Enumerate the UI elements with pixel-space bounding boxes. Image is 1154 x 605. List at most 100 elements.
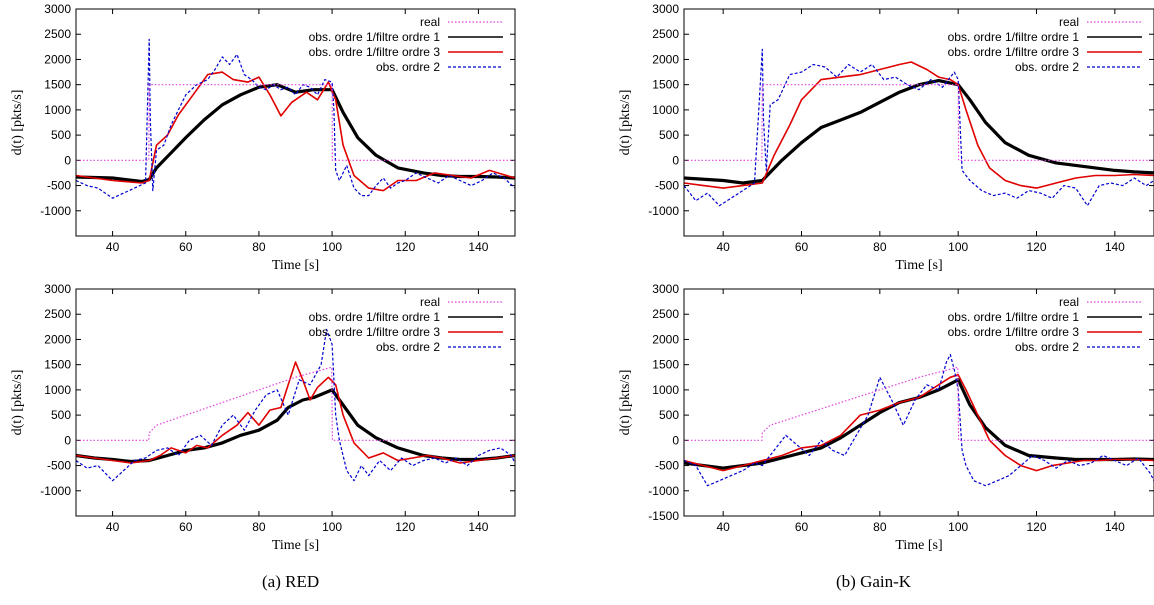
panel-a-bottom-ytick-label-3: 500 bbox=[51, 408, 71, 422]
panel-b-bottom-xtick-label-0: 40 bbox=[716, 520, 730, 534]
panel-b-bottom-ytick-label-7: 2000 bbox=[652, 332, 679, 346]
panel-b-bottom-frame bbox=[683, 288, 1154, 517]
panel-a-top-series-line-0 bbox=[76, 84, 515, 161]
panel-b-top-xtick-label-5: 140 bbox=[1105, 240, 1125, 254]
panel-b-top-ytick-label-4: 1000 bbox=[652, 103, 679, 117]
panel-a-bottom-legend-label-3: obs. ordre 2 bbox=[376, 340, 440, 354]
panel-a-top-ytick-label-5: 1500 bbox=[44, 78, 71, 92]
panel-b-bottom-legend-label-2: obs. ordre 1/filtre ordre 3 bbox=[948, 325, 1080, 339]
panel-b-top-xtick-label-2: 80 bbox=[873, 240, 887, 254]
panel-b-top-series-line-2 bbox=[684, 61, 1154, 189]
panel-a-top-ytick-label-0: -1000 bbox=[40, 204, 71, 218]
panel-b-top-ytick-label-1: -500 bbox=[655, 179, 679, 193]
panel-a-bottom-legend-label-0: real bbox=[420, 295, 440, 309]
panel-b-bottom-xtick-label-5: 140 bbox=[1105, 520, 1125, 534]
panel-b-bottom-ytick-label-6: 1500 bbox=[652, 358, 679, 372]
panel-b-top-series-line-1 bbox=[684, 78, 1154, 185]
panel-b-top-ytick-label-2: 0 bbox=[672, 153, 679, 167]
panel-a-top-ytick-label-6: 2000 bbox=[44, 52, 71, 66]
panel-a-bottom: -1000 -500 0 500 1000 1500 2000 2500 3000 40 60 80 1… bbox=[10, 282, 516, 553]
panel-a-bottom-xtick-label-2: 80 bbox=[252, 520, 266, 534]
panel-a-bottom-xtick-label-4: 120 bbox=[395, 520, 415, 534]
caption-b: (b) Gain-K bbox=[836, 572, 912, 591]
panel-b-top-frame bbox=[683, 8, 1154, 237]
panel-b-bottom-series-line-2 bbox=[684, 373, 1154, 472]
panel-a-top-ytick-label-4: 1000 bbox=[44, 103, 71, 117]
panel-b-bottom-series-line-0 bbox=[684, 366, 1154, 441]
panel-a-top-ytick-label-3: 500 bbox=[51, 128, 71, 142]
panel-b-bottom-xtick-label-3: 100 bbox=[948, 520, 968, 534]
panel-b-top-series-line-0 bbox=[684, 84, 1154, 161]
panel-a-top-xtick-label-0: 40 bbox=[106, 240, 120, 254]
panel-a-bottom-ytick-label-8: 3000 bbox=[44, 282, 71, 296]
panel-b-top-series-line-3 bbox=[684, 48, 1154, 207]
panel-a-top-legend-label-1: obs. ordre 1/filtre ordre 1 bbox=[309, 30, 441, 44]
panel-a-bottom-ytick-label-2: 0 bbox=[64, 433, 71, 447]
panel-a-top-xtick-label-3: 100 bbox=[322, 240, 342, 254]
panel-a-top-xtick-label-1: 60 bbox=[179, 240, 193, 254]
panel-b-bottom-ytick-label-9: 3000 bbox=[652, 282, 679, 296]
panel-b-top-legend-label-0: real bbox=[1059, 15, 1079, 29]
panel-b-bottom: -1500 -1000 -500 0 500 1000 1500 2000 2500 3000 40… bbox=[618, 282, 1154, 553]
panel-a-bottom-ytick-label-7: 2500 bbox=[44, 307, 71, 321]
panel-b-top-ytick-label-8: 3000 bbox=[652, 2, 679, 16]
panel-b-top-ytick-label-3: 500 bbox=[659, 128, 679, 142]
panel-b-top-ytick-label-5: 1500 bbox=[652, 78, 679, 92]
panel-a-bottom-legend-label-2: obs. ordre 1/filtre ordre 3 bbox=[309, 325, 441, 339]
panel-a-bottom-xtick-label-1: 60 bbox=[179, 520, 193, 534]
panel-a-top-xtick-label-2: 80 bbox=[252, 240, 266, 254]
panel-a-top-series-line-1 bbox=[76, 83, 515, 184]
panel-b-top-legend-label-3: obs. ordre 2 bbox=[1015, 60, 1079, 74]
panel-a-bottom-series-line-1 bbox=[76, 388, 515, 464]
panel-a-bottom-series-line-3 bbox=[76, 328, 515, 482]
panel-a-bottom-ytick-label-4: 1000 bbox=[44, 383, 71, 397]
panel-a-bottom-frame bbox=[75, 288, 516, 517]
panel-a-top-legend-label-0: real bbox=[420, 15, 440, 29]
panel-b-top-xtick-label-0: 40 bbox=[716, 240, 730, 254]
panel-b-top: -1000 -500 0 500 1000 1500 2000 2500 3000 40 60 80 1… bbox=[618, 2, 1154, 273]
caption-a: (a) RED bbox=[262, 572, 320, 591]
panel-b-bottom-legend-label-1: obs. ordre 1/filtre ordre 1 bbox=[948, 310, 1080, 324]
panel-a-bottom-xtick-label-0: 40 bbox=[106, 520, 120, 534]
panel-a-top-legend-label-3: obs. ordre 2 bbox=[376, 60, 440, 74]
panel-a-top-ytick-label-1: -500 bbox=[47, 179, 71, 193]
panel-b-top-xlabel: Time [s] bbox=[895, 258, 942, 273]
panel-b-bottom-xlabel: Time [s] bbox=[895, 538, 942, 553]
panel-a-top-ytick-label-8: 3000 bbox=[44, 2, 71, 16]
panel-a-bottom-ylabel: d(t) [pkts/s] bbox=[10, 370, 25, 436]
panel-a-bottom-xtick-label-3: 100 bbox=[322, 520, 342, 534]
panel-b-bottom-ytick-label-2: -500 bbox=[655, 459, 679, 473]
panel-a-top-ytick-label-2: 0 bbox=[64, 153, 71, 167]
panel-a-top-xlabel: Time [s] bbox=[272, 258, 319, 273]
panel-b-top-ylabel: d(t) [pkts/s] bbox=[618, 90, 633, 156]
panel-b-bottom-xtick-label-1: 60 bbox=[795, 520, 809, 534]
panel-b-top-ytick-label-7: 2500 bbox=[652, 27, 679, 41]
panel-b-bottom-legend-label-0: real bbox=[1059, 295, 1079, 309]
panel-b-top-xtick-label-4: 120 bbox=[1026, 240, 1046, 254]
panel-b-bottom-series-line-3 bbox=[684, 354, 1154, 487]
panel-a-top-xtick-label-4: 120 bbox=[395, 240, 415, 254]
panel-b-bottom-ytick-label-1: -1000 bbox=[648, 484, 679, 498]
panel-b-bottom-ytick-label-8: 2500 bbox=[652, 307, 679, 321]
panel-a-bottom-series-line-0 bbox=[76, 366, 515, 441]
panel-b-bottom-series-line-1 bbox=[684, 378, 1154, 470]
panel-a-bottom-ytick-label-0: -1000 bbox=[40, 484, 71, 498]
panel-a-bottom-series-line-2 bbox=[76, 361, 515, 464]
panel-b-bottom-ytick-label-0: -1500 bbox=[648, 509, 679, 523]
panel-a-bottom-xtick-label-5: 140 bbox=[468, 520, 488, 534]
panel-b-bottom-ylabel: d(t) [pkts/s] bbox=[618, 370, 633, 436]
panel-a-top-series-line-2 bbox=[76, 71, 515, 192]
panel-a-bottom-legend-label-1: obs. ordre 1/filtre ordre 1 bbox=[309, 310, 441, 324]
panel-a-top-ylabel: d(t) [pkts/s] bbox=[10, 90, 25, 156]
panel-b-top-xtick-label-3: 100 bbox=[948, 240, 968, 254]
panel-a-bottom-xlabel: Time [s] bbox=[272, 538, 319, 553]
panel-b-bottom-legend-label-3: obs. ordre 2 bbox=[1015, 340, 1079, 354]
panel-b-top-legend-label-2: obs. ordre 1/filtre ordre 3 bbox=[948, 45, 1080, 59]
panel-a-bottom-ytick-label-1: -500 bbox=[47, 459, 71, 473]
panel-b-top-ytick-label-0: -1000 bbox=[648, 204, 679, 218]
panel-a-top-frame bbox=[75, 8, 516, 237]
panel-a-top-ytick-label-7: 2500 bbox=[44, 27, 71, 41]
panel-a-top-legend-label-2: obs. ordre 1/filtre ordre 3 bbox=[309, 45, 441, 59]
panel-a-top: -1000 -500 0 500 1000 1500 2000 2500 3000 40 60 80 1… bbox=[10, 2, 516, 273]
